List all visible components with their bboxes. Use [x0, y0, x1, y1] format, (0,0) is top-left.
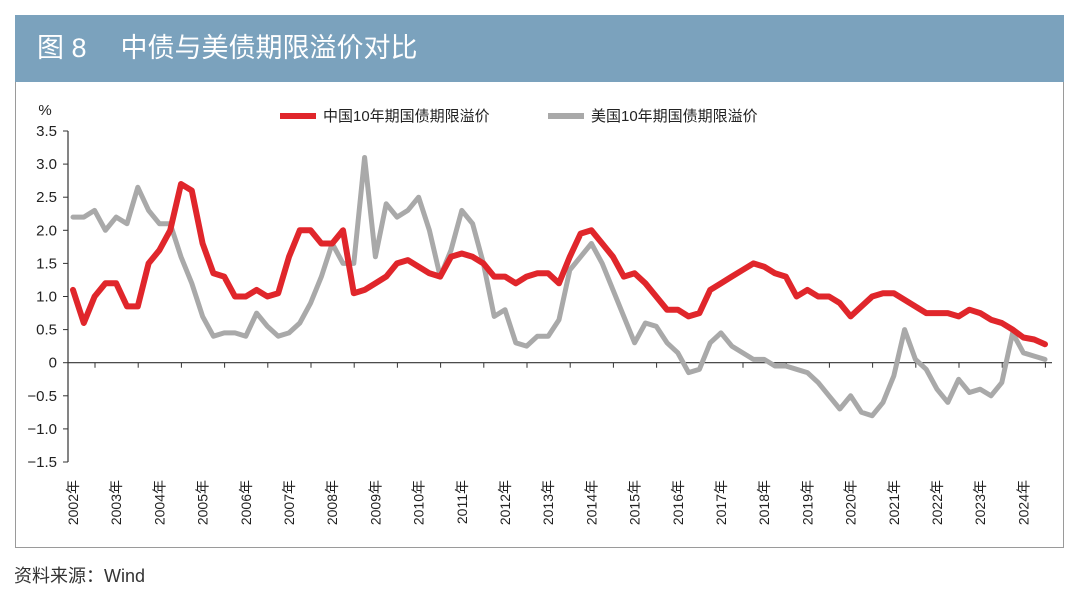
- x-tick-label: 2010年: [411, 480, 427, 525]
- y-tick-label: 3.5: [36, 123, 57, 140]
- x-tick-label: 2023年: [972, 480, 988, 525]
- y-tick-label: 3.0: [36, 156, 57, 173]
- x-tick-label: 2021年: [886, 480, 902, 525]
- y-tick-label: −1.5: [27, 454, 57, 471]
- y-axis-unit: %: [38, 102, 51, 119]
- x-tick-label: 2015年: [627, 480, 643, 525]
- x-tick-label: 2011年: [454, 480, 470, 524]
- x-tick-label: 2020年: [843, 480, 859, 525]
- y-tick-label: 0.5: [36, 322, 57, 339]
- y-tick-label: −1.0: [27, 421, 57, 438]
- x-tick-label: 2018年: [756, 480, 772, 525]
- series-line-china: [70, 181, 1048, 348]
- x-tick-label: 2007年: [281, 480, 297, 525]
- x-tick-label: 2005年: [195, 480, 211, 525]
- x-tick-label: 2017年: [713, 480, 729, 525]
- source-note: 资料来源：Wind: [14, 566, 146, 586]
- figure-number: 图 8: [37, 33, 87, 63]
- x-tick-label: 2024年: [1015, 480, 1031, 525]
- chart-frame: [15, 82, 1064, 548]
- x-tick-label: 2016年: [670, 480, 686, 525]
- y-tick-label: 2.5: [36, 189, 57, 206]
- y-tick-label: 1.0: [36, 289, 57, 306]
- x-tick-label: 2022年: [929, 480, 945, 525]
- x-tick-label: 2004年: [151, 480, 167, 525]
- figure-title: 中债与美债期限溢价对比: [120, 33, 418, 63]
- y-tick-label: 1.5: [36, 255, 57, 272]
- y-tick-label: 2.0: [36, 222, 57, 239]
- x-tick-label: 2009年: [367, 480, 383, 525]
- x-tick-label: 2019年: [799, 480, 815, 525]
- x-tick-label: 2006年: [238, 480, 254, 525]
- legend-label-us: 美国10年期国债期限溢价: [591, 108, 758, 125]
- x-tick-label: 2008年: [324, 480, 340, 525]
- x-tick-label: 2012年: [497, 480, 513, 525]
- x-tick-label: 2002年: [65, 480, 81, 525]
- series-line-us: [70, 155, 1048, 419]
- x-tick-label: 2013年: [540, 480, 556, 525]
- y-tick-label: −0.5: [27, 388, 57, 405]
- legend-label-china: 中国10年期国债期限溢价: [323, 108, 490, 125]
- y-tick-label: 0: [49, 355, 57, 372]
- figure-header: 图 8 中债与美债期限溢价对比: [15, 15, 1064, 82]
- x-tick-label: 2014年: [583, 480, 599, 525]
- x-tick-label: 2003年: [108, 480, 124, 525]
